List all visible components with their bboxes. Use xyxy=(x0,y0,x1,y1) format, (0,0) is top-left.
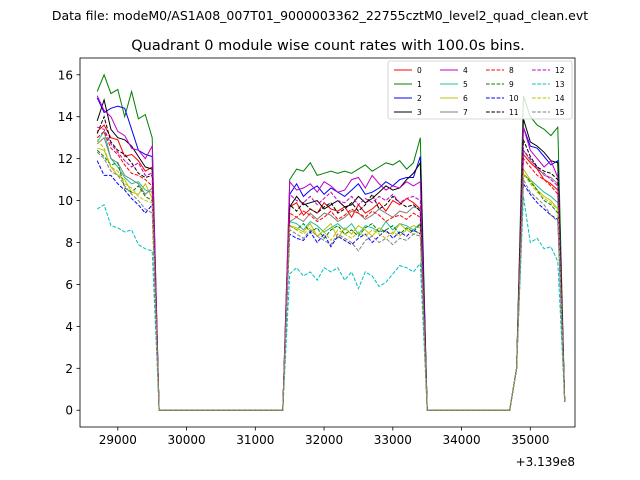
x-tick-label: 32000 xyxy=(305,433,343,447)
y-tick-label: 6 xyxy=(65,278,73,292)
legend-label-2: 2 xyxy=(417,94,422,103)
legend-frame xyxy=(387,60,573,120)
y-tick-label: 16 xyxy=(58,68,73,82)
series-line-7 xyxy=(96,136,566,411)
legend-label-5: 5 xyxy=(463,80,468,89)
series-line-5 xyxy=(96,130,566,411)
series-line-1 xyxy=(96,73,566,411)
legend-label-10: 10 xyxy=(509,94,519,103)
legend-label-0: 0 xyxy=(417,66,422,75)
x-tick-label: 33000 xyxy=(374,433,412,447)
y-tick-label: 10 xyxy=(58,194,73,208)
y-tick-label: 2 xyxy=(65,362,73,376)
x-tick-label: 34000 xyxy=(442,433,480,447)
legend-label-8: 8 xyxy=(509,66,514,75)
series-line-13 xyxy=(96,196,566,411)
x-tick-label: 30000 xyxy=(167,433,205,447)
series-line-0 xyxy=(96,124,566,411)
x-tick-label: 31000 xyxy=(236,433,274,447)
legend-label-11: 11 xyxy=(509,108,519,117)
series-line-12 xyxy=(97,126,566,411)
series-line-11 xyxy=(96,115,566,411)
legend-label-3: 3 xyxy=(417,108,422,117)
y-tick-label: 0 xyxy=(65,404,73,418)
series-line-14 xyxy=(96,139,566,411)
series-line-15 xyxy=(96,151,566,411)
legend-label-6: 6 xyxy=(463,94,468,103)
legend-label-9: 9 xyxy=(509,80,514,89)
legend-label-14: 14 xyxy=(555,94,565,103)
series-line-3 xyxy=(96,98,566,411)
legend-label-1: 1 xyxy=(417,80,422,89)
series-line-9 xyxy=(96,149,566,411)
legend-label-4: 4 xyxy=(463,66,468,75)
plot-area xyxy=(96,73,566,411)
legend-label-15: 15 xyxy=(555,108,565,117)
x-tick-label: 29000 xyxy=(99,433,137,447)
series-line-4 xyxy=(96,95,566,411)
y-tick-label: 4 xyxy=(65,320,73,334)
x-offset-label: +3.139e8 xyxy=(516,455,575,469)
figure-suptitle: Data file: modeM0/AS1A08_007T01_90000033… xyxy=(52,8,588,23)
y-tick-label: 14 xyxy=(58,110,73,124)
y-tick-label: 8 xyxy=(65,236,73,250)
y-tick-label: 12 xyxy=(58,152,73,166)
series-line-2 xyxy=(96,97,566,411)
legend-label-13: 13 xyxy=(555,80,565,89)
legend-label-12: 12 xyxy=(555,66,565,75)
x-tick-label: 35000 xyxy=(511,433,549,447)
chart-title: Quadrant 0 module wise count rates with … xyxy=(131,38,525,54)
legend-label-7: 7 xyxy=(463,108,468,117)
axes: 29000 30000 31000 32000 33000 34000 35000 0 2 4 6 8… xyxy=(58,57,576,447)
series-line-8 xyxy=(96,130,566,411)
series-line-10 xyxy=(96,160,566,411)
